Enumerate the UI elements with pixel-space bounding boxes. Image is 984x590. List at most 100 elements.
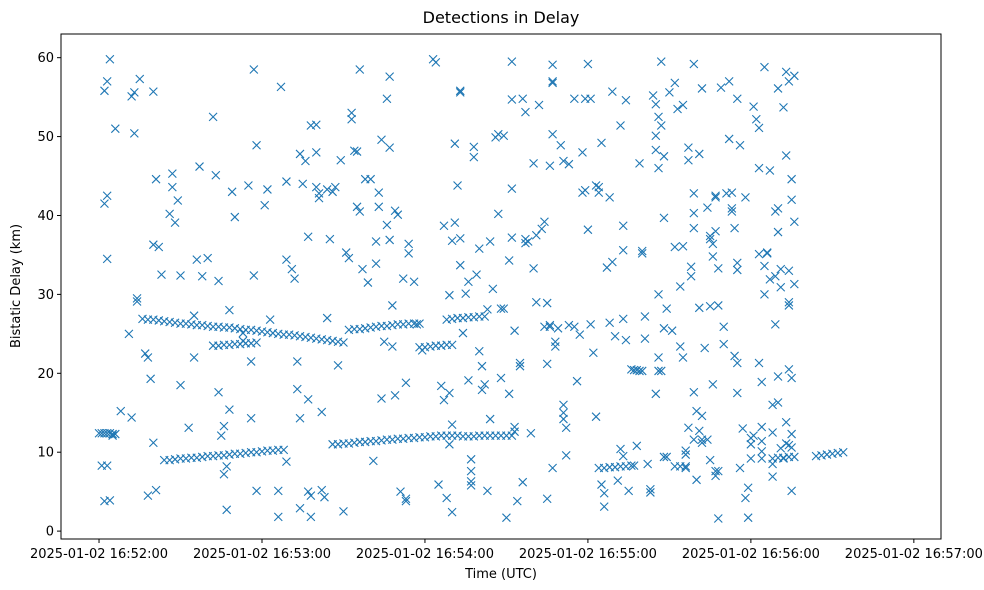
data-point <box>238 336 248 346</box>
data-point <box>773 84 783 93</box>
data-point <box>393 210 403 220</box>
data-point <box>670 78 680 88</box>
data-point <box>263 185 272 194</box>
data-point <box>781 67 791 77</box>
data-point <box>708 239 718 249</box>
data-point <box>412 319 422 329</box>
data-point <box>477 361 487 371</box>
data-point <box>363 278 373 287</box>
data-point <box>675 342 685 351</box>
data-point <box>635 159 644 168</box>
data-point <box>773 227 783 237</box>
data-point <box>659 151 669 161</box>
x-tick-label: 2025-01-02 16:55:00 <box>519 547 657 562</box>
data-point <box>618 221 628 231</box>
data-point <box>303 487 313 497</box>
data-point <box>711 191 720 201</box>
data-point <box>550 342 560 351</box>
y-tick-label: 30 <box>37 288 54 303</box>
data-point <box>347 114 357 124</box>
data-point <box>447 420 457 429</box>
y-tick-label: 60 <box>37 51 54 66</box>
data-point <box>385 235 395 245</box>
data-point <box>637 366 647 376</box>
data-point <box>260 200 270 210</box>
data-point <box>708 252 718 261</box>
data-point <box>694 149 704 159</box>
data-point <box>246 413 256 423</box>
data-point <box>545 320 555 330</box>
data-point <box>629 461 639 471</box>
data-point <box>447 236 457 246</box>
data-point <box>531 297 541 307</box>
data-point <box>282 255 291 265</box>
data-point <box>529 263 538 273</box>
y-axis-label: Bistatic Delay (km) <box>9 224 24 348</box>
data-point <box>230 212 240 222</box>
data-point <box>417 346 427 355</box>
data-point <box>586 319 596 329</box>
data-point <box>102 191 112 201</box>
data-point <box>732 388 742 398</box>
data-point <box>445 290 454 300</box>
data-point <box>303 232 313 242</box>
data-point <box>727 207 737 216</box>
data-point <box>713 514 723 523</box>
data-point <box>784 266 794 276</box>
data-point <box>773 398 783 407</box>
data-point <box>757 436 767 446</box>
data-point <box>572 376 582 386</box>
data-point <box>132 297 142 306</box>
data-point <box>711 192 720 202</box>
data-point <box>624 486 634 496</box>
data-point <box>100 199 109 209</box>
data-point <box>618 314 628 324</box>
data-point <box>635 366 644 376</box>
data-point <box>654 163 663 173</box>
data-point <box>746 439 756 449</box>
data-point <box>108 429 117 439</box>
data-point <box>499 131 509 141</box>
data-point <box>129 88 139 97</box>
data-point <box>314 193 324 203</box>
data-point <box>225 305 234 315</box>
data-point <box>686 271 696 281</box>
data-point <box>301 156 310 166</box>
data-point <box>656 57 666 67</box>
data-point <box>768 428 777 437</box>
data-point <box>648 91 658 100</box>
data-point <box>656 366 666 376</box>
data-point <box>382 94 392 104</box>
data-point <box>148 240 158 250</box>
data-point <box>396 487 405 497</box>
data-point <box>227 187 237 197</box>
data-point <box>464 277 473 287</box>
data-point <box>252 140 261 150</box>
data-point <box>325 234 335 244</box>
data-point <box>564 159 574 169</box>
data-point <box>344 253 354 263</box>
data-point <box>311 182 321 192</box>
data-point <box>770 271 780 281</box>
data-point <box>507 184 517 194</box>
data-point <box>214 387 223 397</box>
data-point <box>591 412 601 422</box>
data-point <box>765 275 775 284</box>
data-point <box>754 358 764 368</box>
data-point <box>222 505 232 515</box>
x-axis-label: Time (UTC) <box>464 567 537 582</box>
data-point <box>711 466 720 476</box>
data-point <box>339 338 348 347</box>
data-point <box>754 163 764 173</box>
data-point <box>154 242 164 252</box>
data-point <box>689 208 699 218</box>
data-point <box>521 238 530 248</box>
data-point <box>561 423 571 433</box>
data-point <box>787 486 797 496</box>
data-point <box>480 379 490 389</box>
data-point <box>518 477 528 487</box>
data-point <box>597 138 606 148</box>
data-point <box>349 146 359 156</box>
data-point <box>789 279 799 289</box>
data-point <box>768 472 777 482</box>
